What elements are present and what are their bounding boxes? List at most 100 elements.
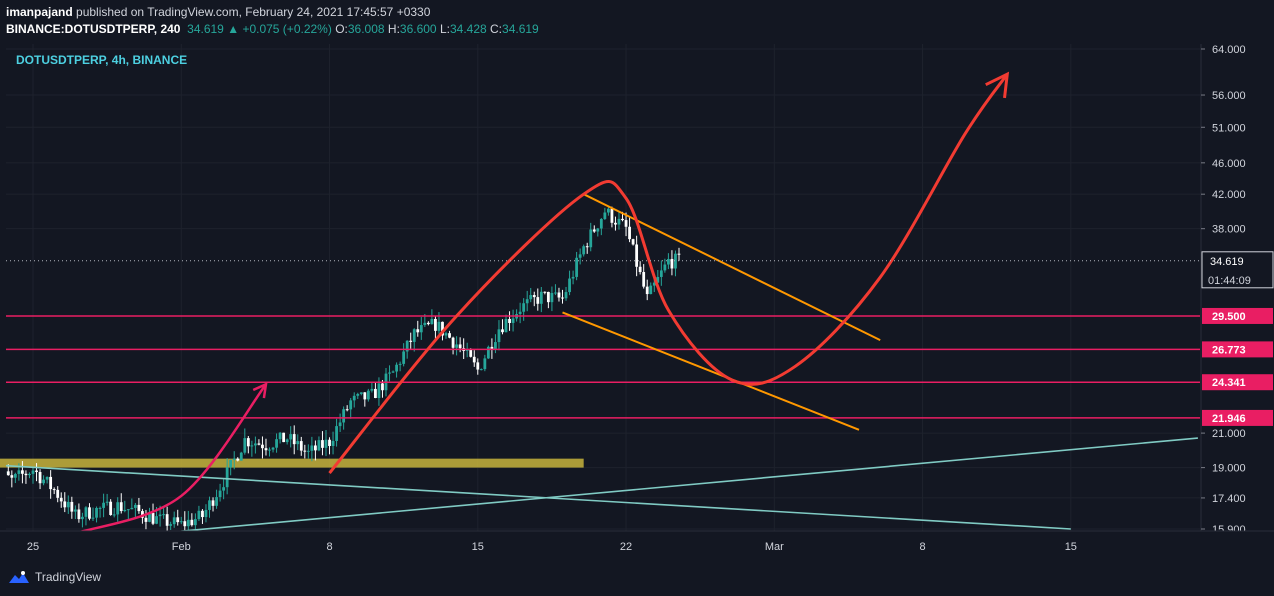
candle-body [426, 322, 430, 325]
candle-body [91, 517, 95, 519]
time-tick-label: 22 [620, 541, 632, 553]
candle-body [610, 208, 614, 223]
level-price-label: 29.500 [1212, 311, 1246, 323]
candle-body [6, 471, 7, 474]
candle-body [476, 362, 480, 370]
candle-body [31, 470, 35, 474]
candle-body [402, 351, 406, 364]
trendlines [6, 437, 1198, 531]
candle-body [10, 475, 14, 478]
candle-body [501, 329, 504, 333]
candle-body [197, 510, 201, 520]
candle-body [35, 470, 38, 472]
candle-body [656, 276, 660, 283]
candle-body [261, 444, 264, 449]
candle-body [162, 514, 166, 516]
level-price-badge [1202, 409, 1273, 426]
candle-body [243, 438, 247, 453]
time-axis[interactable]: 25 Feb 8 15 22 Mar 8 15 [0, 530, 1274, 566]
level-price-badge [1202, 341, 1273, 358]
price-change: +0.075 (+0.22%) [242, 22, 332, 36]
candle-body [208, 500, 211, 510]
price-tick-label: 46.000 [1212, 158, 1246, 170]
candle-body [352, 395, 356, 401]
candle-body [631, 239, 635, 245]
candle-body [306, 450, 310, 452]
tradingview-brand[interactable]: TradingView [8, 570, 101, 584]
candle-body [268, 449, 271, 451]
candle-body [204, 509, 208, 518]
candle-body [617, 218, 621, 225]
candle-body [405, 340, 409, 352]
candle-body [377, 383, 381, 399]
candle-body [522, 303, 526, 312]
candle-body [303, 450, 307, 452]
candle-body [663, 264, 667, 271]
last-price-badge [1201, 251, 1274, 289]
price-tick-label: 19.000 [1212, 463, 1246, 475]
low-value: 34.428 [449, 22, 487, 36]
candle-body [667, 258, 670, 265]
publish-line: imanpajand published on TradingView.com,… [6, 5, 430, 19]
horizontal-levels [6, 315, 1200, 419]
candle-body [126, 509, 130, 511]
candle-body [423, 322, 427, 326]
level-price-label: 26.773 [1212, 344, 1246, 356]
time-tick-label: 15 [472, 541, 484, 553]
publish-header: imanpajand published on TradingView.com,… [0, 0, 1274, 44]
open-value: 36.008 [347, 22, 385, 36]
candle-body [652, 282, 656, 286]
candle-body [539, 291, 543, 304]
candle-body [614, 222, 617, 225]
candle-body [13, 473, 17, 478]
candle-body [278, 432, 282, 440]
symbol-line: BINANCE:DOTUSDTPERP, 240 34.619 ▲ +0.075… [6, 22, 539, 36]
candle-body [130, 507, 134, 510]
publish-info: published on TradingView.com, February 2… [76, 5, 431, 19]
candle-body [42, 479, 45, 484]
candle-body [77, 509, 81, 520]
candle-body [649, 285, 653, 295]
candle-body [479, 369, 483, 371]
candle-body [458, 344, 462, 349]
candles [6, 205, 681, 531]
candle-body [119, 502, 123, 512]
candle-body [218, 490, 222, 498]
candle-body [550, 292, 554, 303]
candle-body [494, 342, 497, 350]
small-projection-arrow [74, 383, 267, 535]
candle-body [483, 358, 487, 370]
candle-body [624, 220, 628, 227]
last-price-label: 34.619 [1210, 256, 1244, 268]
candle-body [95, 507, 98, 518]
candle-body [321, 440, 324, 448]
candle-body [557, 292, 561, 298]
candle-body [24, 473, 28, 476]
candle-body [271, 447, 275, 450]
candle-body [419, 325, 423, 333]
close-label: C: [490, 22, 503, 36]
time-tick-label: 15 [1065, 541, 1077, 553]
candle-body [328, 439, 331, 446]
candle-body [116, 502, 120, 515]
candle-body [366, 390, 370, 400]
candle-body [638, 266, 642, 273]
candle-body [253, 443, 257, 446]
price-tick-label: 56.000 [1212, 90, 1246, 102]
candle-body [299, 441, 303, 451]
tradingview-logo-icon [9, 571, 29, 583]
author-name[interactable]: imanpajand [6, 5, 73, 19]
support-zone [0, 458, 584, 468]
candle-body [525, 299, 529, 304]
price-tick-label: 64.000 [1212, 44, 1246, 56]
candle-body [486, 346, 490, 359]
candle-body [310, 445, 314, 451]
candle-body [193, 519, 197, 526]
candle-body [102, 502, 105, 508]
candle-body [554, 292, 557, 294]
descending-channel [562, 193, 881, 431]
price-axis[interactable]: 64.000 56.000 51.000 46.000 42.000 38.000 21.0… [1200, 42, 1274, 536]
candle-body [356, 393, 360, 396]
channel-line [583, 193, 881, 342]
